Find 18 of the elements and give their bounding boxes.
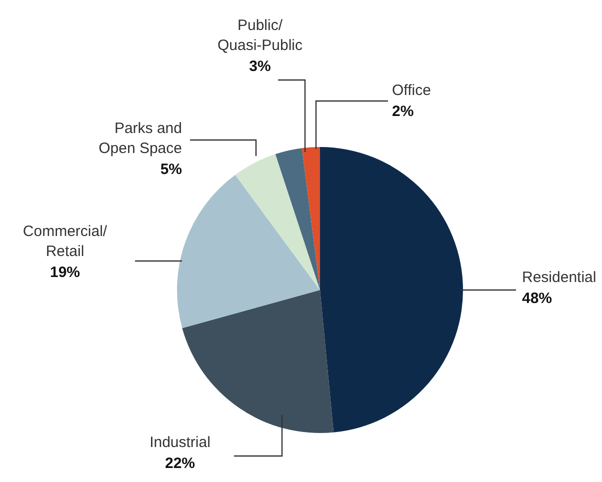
pie-slice bbox=[182, 290, 334, 433]
slice-label: Office bbox=[392, 82, 431, 99]
slice-label: Commercial/Retail bbox=[22, 223, 108, 260]
pie-slice bbox=[320, 147, 463, 432]
slice-label: Public/Quasi-Public bbox=[217, 17, 304, 54]
slice-label: Parks and Open Space bbox=[98, 120, 182, 157]
data-label: 5% bbox=[160, 161, 182, 178]
pie-slice bbox=[275, 148, 320, 290]
data-label: 2% bbox=[392, 103, 414, 120]
pie-slice bbox=[177, 174, 320, 328]
data-label: 3% bbox=[249, 58, 271, 75]
data-label: 48% bbox=[522, 290, 552, 307]
slice-label: Industrial bbox=[150, 434, 210, 451]
pie-slice bbox=[235, 154, 320, 290]
slice-label: Residential bbox=[522, 269, 596, 286]
data-label: 22% bbox=[164, 455, 196, 472]
data-label: 19% bbox=[50, 264, 80, 281]
pie-slice bbox=[302, 147, 320, 290]
